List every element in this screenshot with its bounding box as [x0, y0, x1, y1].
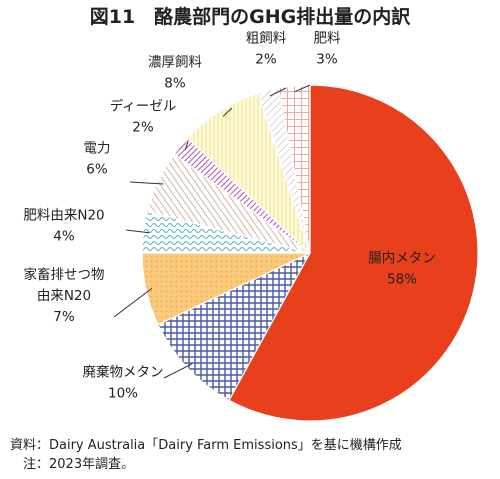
slice-value-label: 10% — [108, 386, 138, 402]
leader-line — [294, 84, 311, 93]
leader-line — [269, 87, 287, 97]
slice-value-label: 3% — [316, 52, 338, 68]
slice-value-label: 2% — [132, 120, 154, 136]
leader-line — [125, 229, 150, 234]
slice-label: 廃棄物メタン — [83, 364, 164, 381]
slice-label: 肥料 — [314, 31, 341, 47]
slice-label: 電力 — [84, 141, 111, 157]
leader-line — [129, 181, 164, 185]
chart-notes: 資料：Dairy Australia「Dairy Farm Emissions」… — [10, 436, 402, 474]
slice-value-label: 7% — [53, 309, 75, 325]
leader-line — [222, 107, 233, 117]
survey-note: 注：2023年調査。 — [10, 457, 135, 472]
slice-label: 由来N20 — [37, 288, 91, 304]
slice-label: 粗飼料 — [246, 31, 287, 47]
pie-slice — [157, 251, 312, 402]
pie-slice — [228, 84, 479, 422]
slice-value-label: 58% — [387, 272, 417, 288]
slice-label: ディーゼル — [110, 98, 177, 115]
leader-line — [184, 141, 189, 150]
chart-title: 図11 酪農部門のGHG排出量の内訳 — [89, 6, 411, 28]
source-note: 資料：Dairy Australia「Dairy Farm Emissions」… — [10, 438, 402, 453]
slice-label: 腸内メタン — [368, 251, 436, 267]
slice-value-label: 4% — [53, 229, 75, 245]
slice-value-label: 6% — [86, 162, 108, 178]
slice-label: 家畜排せつ物 — [24, 266, 105, 283]
leader-line — [113, 287, 153, 318]
slice-label: 濃厚飼料 — [148, 55, 202, 71]
slice-value-label: 8% — [164, 76, 186, 92]
slice-value-label: 2% — [255, 52, 277, 68]
leader-line — [163, 363, 193, 379]
slice-label: 肥料由来N20 — [23, 208, 104, 224]
